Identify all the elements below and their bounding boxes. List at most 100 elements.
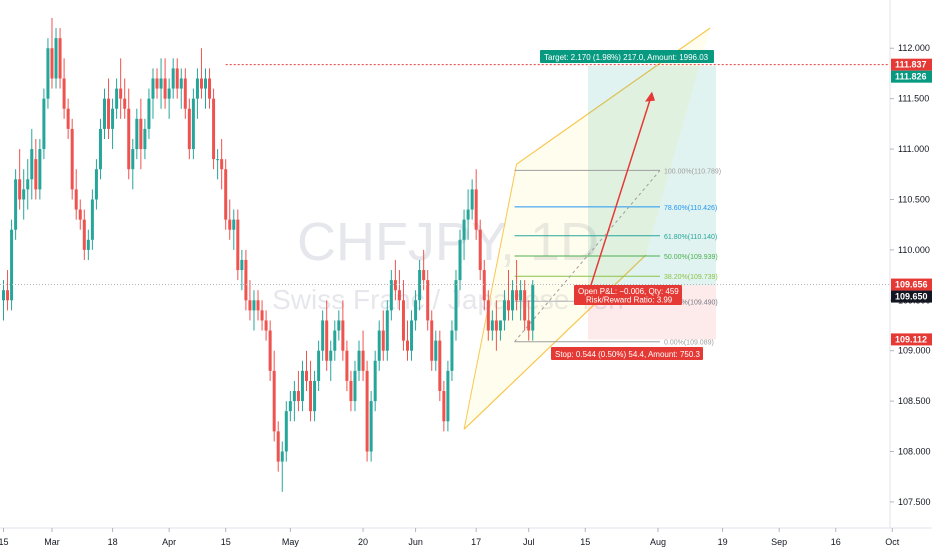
candle-body[interactable] [305, 370, 308, 381]
candle-body[interactable] [410, 320, 414, 351]
candle-body[interactable] [131, 149, 135, 170]
candle-body[interactable] [406, 340, 409, 351]
candle-body[interactable] [62, 78, 66, 109]
candle-body[interactable] [175, 68, 179, 89]
candle-body[interactable] [228, 219, 232, 230]
candle-body[interactable] [414, 300, 418, 321]
candle-body[interactable] [115, 88, 119, 109]
candle-body[interactable] [442, 391, 446, 422]
candle-body[interactable] [333, 330, 337, 351]
candle-body[interactable] [381, 330, 385, 351]
candle-body[interactable] [309, 380, 313, 412]
candle-body[interactable] [260, 310, 264, 321]
candle-body[interactable] [264, 320, 268, 331]
candle-body[interactable] [515, 290, 519, 301]
projection-arrow-line[interactable] [589, 93, 653, 289]
candle-body[interactable] [38, 149, 42, 190]
candle-body[interactable] [531, 285, 535, 331]
candle-body[interactable] [26, 179, 30, 190]
candle-body[interactable] [155, 78, 159, 89]
candle-body[interactable] [199, 78, 203, 89]
candle-body[interactable] [179, 78, 183, 89]
candle-body[interactable] [111, 108, 115, 129]
target-label[interactable]: Target: 2.170 (1.98%) 217.0, Amount: 199… [540, 50, 714, 63]
candle-body[interactable] [135, 118, 139, 150]
candle-body[interactable] [502, 300, 506, 321]
candle-body[interactable] [22, 189, 26, 200]
candle-body[interactable] [454, 280, 458, 331]
candle-body[interactable] [288, 401, 292, 412]
candle-body[interactable] [369, 401, 373, 452]
candle-body[interactable] [147, 98, 151, 129]
candle-body[interactable] [18, 179, 22, 200]
candle-body[interactable] [119, 88, 123, 99]
candle-body[interactable] [292, 391, 296, 402]
candle-body[interactable] [276, 431, 280, 462]
candle-body[interactable] [171, 68, 175, 89]
candle-body[interactable] [208, 78, 212, 99]
candle-body[interactable] [195, 78, 199, 99]
candle-body[interactable] [159, 78, 163, 89]
candle-body[interactable] [34, 159, 38, 190]
candle-body[interactable] [418, 270, 422, 301]
candle-body[interactable] [232, 219, 236, 230]
candle-body[interactable] [2, 290, 5, 301]
stop-label[interactable]: Stop: 0.544 (0.50%) 54.4, Amount: 750.3 [551, 347, 703, 360]
candle-body[interactable] [397, 290, 401, 301]
candle-body[interactable] [42, 98, 46, 150]
candle-body[interactable] [187, 108, 191, 150]
candle-body[interactable] [58, 38, 62, 79]
candle-body[interactable] [446, 370, 450, 422]
candle-body[interactable] [377, 330, 381, 361]
candle-body[interactable] [139, 118, 143, 150]
candle-body[interactable] [482, 270, 486, 301]
candle-body[interactable] [183, 78, 187, 109]
candle-body[interactable] [313, 380, 317, 412]
candle-body[interactable] [90, 199, 94, 240]
candle-body[interactable] [70, 128, 74, 190]
candle-body[interactable] [151, 78, 155, 99]
candle-body[interactable] [325, 320, 329, 361]
candle-body[interactable] [450, 330, 454, 371]
candle-body[interactable] [300, 370, 304, 402]
candle-body[interactable] [163, 78, 167, 99]
candle-body[interactable] [204, 78, 207, 89]
candle-body[interactable] [212, 98, 216, 160]
candle-body[interactable] [357, 350, 361, 371]
open-pnl-label[interactable]: Open P&L: −0.006, Qty: 459 Risk/Reward R… [574, 285, 682, 305]
candle-body[interactable] [224, 169, 228, 220]
candle-body[interactable] [507, 300, 510, 311]
candle-body[interactable] [236, 219, 240, 271]
candle-body[interactable] [494, 320, 498, 331]
candle-body[interactable] [474, 189, 478, 230]
candle-body[interactable] [498, 320, 502, 331]
candle-body[interactable] [6, 290, 10, 301]
candle-body[interactable] [191, 98, 195, 150]
candle-body[interactable] [103, 98, 106, 129]
candle-body[interactable] [10, 229, 14, 301]
candle-body[interactable] [268, 330, 272, 371]
candle-body[interactable] [490, 320, 494, 331]
candle-body[interactable] [361, 350, 365, 371]
candle-body[interactable] [220, 159, 224, 170]
candle-body[interactable] [54, 38, 58, 79]
candle-body[interactable] [478, 229, 482, 271]
candle-body[interactable] [127, 108, 131, 170]
candle-body[interactable] [523, 290, 527, 321]
candle-body[interactable] [337, 320, 341, 331]
candle-body[interactable] [216, 159, 220, 161]
candle-body[interactable] [345, 350, 349, 381]
candle-body[interactable] [385, 310, 389, 351]
candle-body[interactable] [393, 280, 397, 291]
candle-body[interactable] [248, 300, 252, 311]
candle-body[interactable] [365, 370, 369, 452]
candle-body[interactable] [438, 340, 442, 392]
candle-body[interactable] [353, 370, 357, 402]
candle-body[interactable] [256, 300, 260, 311]
fib-trend-line[interactable] [514, 170, 661, 343]
candle-body[interactable] [30, 149, 34, 180]
candle-body[interactable] [14, 179, 18, 230]
candle-body[interactable] [422, 270, 426, 281]
candle-body[interactable] [401, 300, 405, 341]
